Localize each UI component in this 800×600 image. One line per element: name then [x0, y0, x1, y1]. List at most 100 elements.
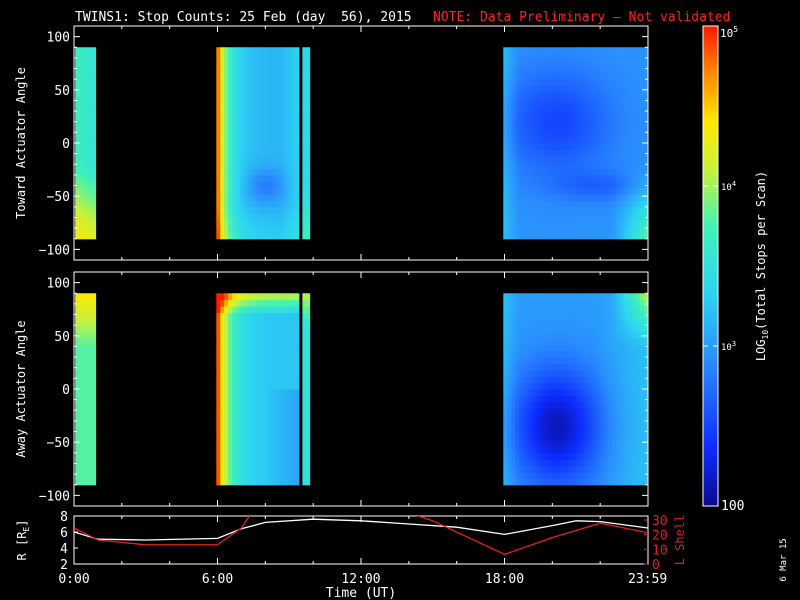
heatmap-cell: [263, 395, 268, 403]
heatmap-cell: [579, 162, 585, 170]
heatmap-cell: [83, 168, 88, 176]
heatmap-cell: [623, 168, 629, 176]
heatmap-cell: [643, 459, 649, 467]
heatmap-cell: [224, 219, 229, 227]
heatmap-cell: [251, 446, 257, 454]
heatmap-cell: [79, 350, 84, 358]
heatmap-cell: [603, 369, 609, 377]
heatmap-cell: [283, 427, 288, 435]
heatmap-cell: [247, 446, 253, 454]
heatmap-cell: [635, 47, 641, 55]
heatmap-cell: [271, 478, 276, 486]
heatmap-cell: [290, 471, 296, 479]
heatmap-cell: [287, 389, 292, 396]
heatmap-cell: [87, 401, 93, 409]
heatmap-cell: [583, 194, 589, 202]
heatmap-cell: [523, 66, 528, 74]
heatmap-cell: [543, 465, 549, 473]
heatmap-cell: [611, 213, 617, 221]
colorbar-label: LOG10(Total Stops per Scan): [754, 171, 770, 361]
heatmap-cell: [294, 452, 300, 460]
heatmap-cell: [255, 318, 261, 326]
heatmap-cell: [75, 306, 80, 314]
heatmap-cell: [294, 111, 300, 119]
heatmap-cell: [551, 420, 557, 428]
heatmap-cell: [75, 395, 80, 403]
heatmap-cell: [603, 200, 609, 208]
heatmap-cell: [79, 363, 84, 371]
heatmap-cell: [228, 299, 233, 307]
heatmap-cell: [267, 98, 272, 106]
heatmap-cell: [563, 363, 569, 371]
heatmap-cell: [279, 389, 284, 396]
heatmap-cell: [220, 299, 225, 307]
heatmap-cell: [235, 414, 241, 422]
heatmap-cell: [75, 66, 80, 74]
heatmap-cell: [279, 111, 284, 119]
heatmap-cell: [519, 136, 524, 144]
heatmap-cell: [527, 478, 532, 486]
heatmap-cell: [75, 200, 80, 208]
heatmap-cell: [619, 440, 625, 448]
heatmap-cell: [531, 395, 536, 403]
heatmap-cell: [216, 91, 221, 99]
heatmap-cell: [535, 232, 541, 240]
heatmap-cell: [228, 232, 233, 240]
heatmap-cell: [216, 155, 221, 163]
heatmap-cell: [555, 465, 561, 473]
heatmap-cell: [523, 318, 528, 326]
heatmap-cell: [539, 325, 545, 333]
heatmap-cell: [615, 408, 621, 416]
heatmap-cell: [305, 66, 311, 74]
heatmap-cell: [523, 47, 528, 55]
heatmap-cell: [271, 219, 276, 227]
heatmap-cell: [615, 337, 621, 345]
heatmap-cell: [263, 465, 268, 473]
heatmap-cell: [259, 200, 265, 208]
heatmap-cell: [302, 408, 307, 416]
heatmap-cell: [279, 478, 284, 486]
heatmap-cell: [515, 306, 520, 314]
heatmap-cell: [639, 85, 645, 93]
heatmap-cell: [519, 363, 524, 371]
heatmap-cell: [575, 433, 581, 441]
heatmap-cell: [290, 168, 296, 176]
heatmap-cell: [563, 478, 569, 486]
heatmap-cell: [263, 433, 268, 441]
heatmap-cell: [615, 174, 621, 182]
heatmap-cell: [267, 293, 272, 301]
heatmap-cell: [224, 369, 229, 377]
heatmap-cell: [511, 440, 516, 448]
heatmap-cell: [543, 420, 549, 428]
heatmap-cell: [611, 174, 617, 182]
heatmap-cell: [294, 53, 300, 61]
heatmap-cell: [79, 123, 84, 131]
heatmap-cell: [579, 47, 585, 55]
heatmap-cell: [247, 350, 253, 358]
heatmap-cell: [607, 168, 613, 176]
heatmap-cell: [579, 79, 585, 87]
heatmap-cell: [527, 452, 532, 460]
heatmap-cell: [507, 325, 512, 333]
heatmap-cell: [79, 389, 84, 396]
heatmap-cell: [511, 408, 516, 416]
heatmap-cell: [305, 299, 311, 307]
heatmap-cell: [259, 344, 265, 352]
heatmap-cell: [503, 60, 508, 68]
heatmap-cell: [247, 414, 253, 422]
heatmap-cell: [75, 433, 80, 441]
heatmap-cell: [571, 187, 577, 195]
heatmap-cell: [531, 187, 536, 195]
heatmap-cell: [259, 440, 265, 448]
heatmap-cell: [623, 232, 629, 240]
heatmap-cell: [247, 376, 253, 384]
heatmap-cell: [595, 91, 601, 99]
heatmap-cell: [287, 130, 292, 138]
heatmap-cell: [271, 414, 276, 422]
heatmap-cell: [635, 225, 641, 233]
heatmap-cell: [519, 433, 524, 441]
heatmap-cell: [635, 168, 641, 176]
heatmap-cell: [263, 219, 268, 227]
heatmap-cell: [563, 452, 569, 460]
heatmap-cell: [255, 471, 261, 479]
